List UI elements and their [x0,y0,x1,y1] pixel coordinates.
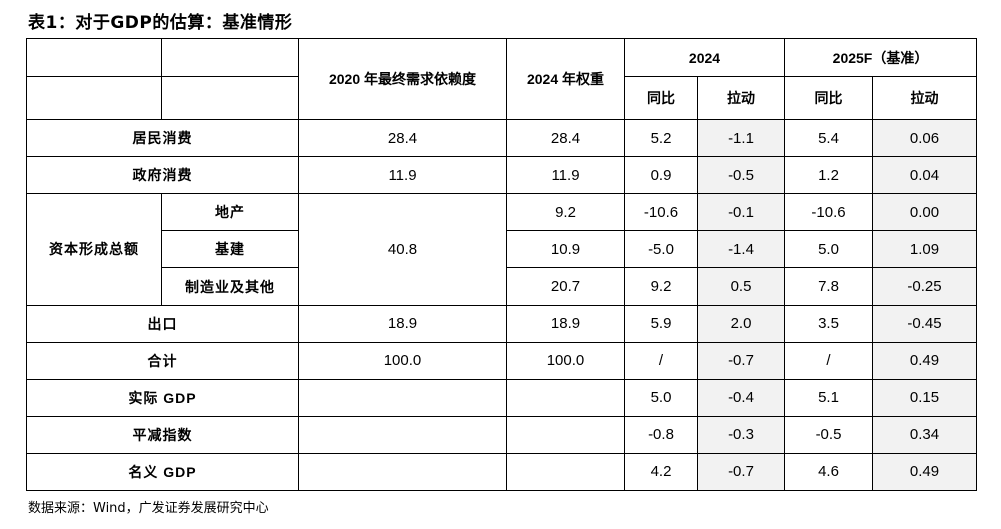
header-blank-a [26,37,162,78]
cell-pull-2024: -0.4 [697,378,785,417]
cell-yoy-2025: 3.5 [784,304,873,343]
table-row: 实际 GDP 5.0 -0.4 5.1 0.15 [26,378,978,417]
table-title: 表1：对于GDP的估算：基准情形 [28,13,293,33]
header-yoy-2024: 同比 [624,76,698,121]
cell-yoy-2025: 5.4 [784,119,873,158]
cell-pull-2025: -0.45 [871,304,978,343]
cell-weight: 100.0 [506,341,625,380]
cell-weight: 18.9 [506,304,625,343]
source-note: 数据来源：Wind，广发证券发展研究中心 [28,501,269,516]
header-weight: 2024 年权重 [506,37,625,121]
cell-dep: 100.0 [298,341,507,380]
cell-pull-2025: 0.15 [871,378,978,417]
cell-pull-2024: -0.7 [697,341,785,380]
cell-pull-2024: -0.7 [697,452,785,492]
cell-pull-2025: 0.49 [871,452,978,492]
cell-weight-empty [506,378,625,417]
header-yoy-2025: 同比 [784,76,873,121]
cell-yoy-2025: 1.2 [784,156,873,195]
row-label-nominal-gdp: 名义 GDP [26,452,299,492]
cell-dep-empty [298,452,507,492]
cell-pull-2025: 0.04 [871,156,978,195]
table-row: 政府消费 11.9 11.9 0.9 -0.5 1.2 0.04 [26,156,978,195]
table-row: 出口 18.9 18.9 5.9 2.0 3.5 -0.45 [26,304,978,343]
cell-pull-2025: -0.25 [871,267,978,306]
cell-yoy-2025: 5.0 [784,230,873,269]
cell-yoy-2024: -10.6 [624,193,698,232]
cell-dep: 28.4 [298,119,507,158]
row-label-gov: 政府消费 [26,156,299,195]
table-row: 制造业及其他 20.7 9.2 0.5 7.8 -0.25 [27,267,978,306]
cell-yoy-2024: 4.2 [624,452,698,492]
gdp-estimate-table: 2020 年最终需求依赖度 2024 年权重 2024 2025F（基准） 同比… [26,37,978,492]
cell-pull-2024: 0.5 [697,267,785,306]
cell-weight-empty [506,415,625,454]
cell-weight: 20.7 [506,267,625,306]
table-row: 名义 GDP 4.2 -0.7 4.6 0.49 [26,452,978,492]
cell-pull-2024: -0.5 [697,156,785,195]
cell-yoy-2024: -0.8 [624,415,698,454]
cell-yoy-2024: 5.2 [624,119,698,158]
cell-dep: 18.9 [298,304,507,343]
cell-pull-2024: -0.1 [697,193,785,232]
header-pull-2024: 拉动 [697,76,785,121]
cell-yoy-2025: 5.1 [784,378,873,417]
row-label-infra: 基建 [161,230,299,269]
cell-yoy-2024: -5.0 [624,230,698,269]
cell-yoy-2025: / [784,341,873,380]
header-blank-d [161,76,299,121]
cell-dep-empty [298,415,507,454]
row-label-deflator: 平减指数 [26,415,299,454]
cell-weight: 28.4 [506,119,625,158]
header-blank-c [26,76,162,121]
cell-dep-capital: 40.8 [298,193,507,306]
cell-yoy-2024: 5.0 [624,378,698,417]
table-row: 基建 10.9 -5.0 -1.4 5.0 1.09 [27,230,978,269]
cell-weight-empty [506,452,625,492]
cell-yoy-2025: 7.8 [784,267,873,306]
row-label-manuf: 制造业及其他 [161,267,299,306]
cell-dep-empty [298,378,507,417]
cell-yoy-2025: -10.6 [784,193,873,232]
cell-pull-2025: 0.34 [871,415,978,454]
cell-pull-2024: -0.3 [697,415,785,454]
cell-pull-2025: 0.00 [871,193,978,232]
cell-weight: 9.2 [506,193,625,232]
cell-pull-2024: 2.0 [697,304,785,343]
row-label-consumption: 居民消费 [26,119,299,158]
row-label-capital: 资本形成总额 [26,193,162,306]
header-blank-b [161,37,299,78]
header-pull-2025: 拉动 [871,76,978,121]
cell-yoy-2025: 4.6 [784,452,873,492]
header-row-1: 2020 年最终需求依赖度 2024 年权重 2024 2025F（基准） [26,37,978,121]
table-row: 居民消费 28.4 28.4 5.2 -1.1 5.4 0.06 [26,119,978,158]
cell-pull-2025: 0.49 [871,341,978,380]
table-row: 平减指数 -0.8 -0.3 -0.5 0.34 [26,415,978,454]
cell-pull-2024: -1.1 [697,119,785,158]
cell-pull-2025: 0.06 [871,119,978,158]
cell-pull-2024: -1.4 [697,230,785,269]
row-label-real-gdp: 实际 GDP [26,378,299,417]
header-row-2: 同比 拉动 同比 拉动 [26,76,978,121]
cell-yoy-2024: 5.9 [624,304,698,343]
cell-pull-2025: 1.09 [871,230,978,269]
cell-dep: 11.9 [298,156,507,195]
row-label-total: 合计 [26,341,299,380]
row-label-estate: 地产 [161,193,299,232]
cell-yoy-2024: / [624,341,698,380]
table-row: 合计 100.0 100.0 / -0.7 / 0.49 [26,341,978,380]
cell-yoy-2024: 9.2 [624,267,698,306]
row-label-export: 出口 [26,304,299,343]
cell-weight: 10.9 [506,230,625,269]
header-dependency: 2020 年最终需求依赖度 [298,37,507,121]
cell-yoy-2024: 0.9 [624,156,698,195]
table-row: 资本形成总额 地产 40.8 9.2 -10.6 -0.1 -10.6 0.00 [26,193,978,306]
cell-weight: 11.9 [506,156,625,195]
header-year-2024: 2024 [624,37,785,78]
header-year-2025f: 2025F（基准） [783,37,978,78]
cell-yoy-2025: -0.5 [784,415,873,454]
